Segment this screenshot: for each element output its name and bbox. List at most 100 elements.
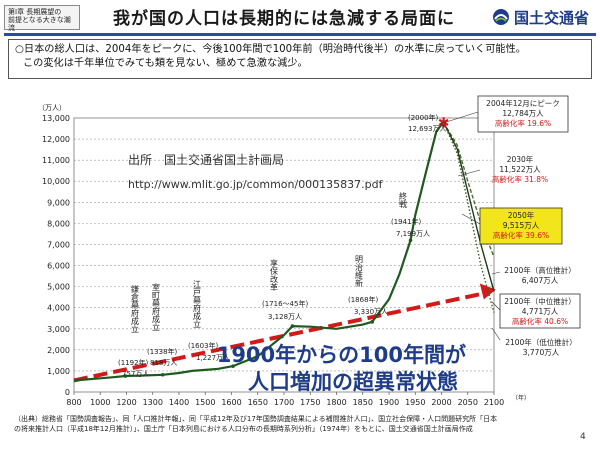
y-tick-label: 2,000 [47,346,70,355]
plot-area [73,117,495,393]
event-label-kamakura: 倉 [131,292,139,302]
value-label-kamakura: 757万人 [122,370,149,378]
x-tick-label: 800 [66,398,81,407]
event-label-meiji: 維 [355,270,363,280]
chapter-line2: 前提となる大きな潮流 [8,16,71,32]
callout-title-c2050: 2050年 [508,210,535,220]
x-tick-label: 1500 [195,398,215,407]
footer-source: （出典）総務省「国勢調査報告」、同「人口推計年報」、同「平成12年及び17年国勢… [14,414,574,434]
peak-marker: ✱ [438,116,450,132]
summary-box: ○日本の総人口は、2004年をピークに、今後100年間で100年前（明治時代後半… [8,39,592,79]
marker-kamakura [123,374,128,378]
y-tick-label: 7,000 [47,240,70,249]
event-label-kamakura: 鎌 [131,284,139,294]
x-tick-label: 2050 [458,398,478,407]
pointer-mid [491,301,501,311]
event-label-war: 終 [399,191,407,201]
event-label-muromachi: 町 [152,291,160,300]
x-tick-label: 1900 [379,398,399,407]
event-label-kamakura: 府 [131,308,139,318]
event-label-kyoho: 改 [270,274,278,284]
event-label-war: 戦 [399,199,407,209]
event-label-meiji: 明 [355,255,363,264]
value-label-kyoho: 3,128万人 [268,313,302,321]
event-label-edo: 江 [193,280,201,289]
event-label-muromachi: 幕 [152,298,160,308]
x-tick-label: 1200 [116,398,136,407]
callout-title-peak: 2004年12月にピーク [486,98,560,108]
value-label-y2000: 12,693万人 [408,125,447,133]
callout-value-mid: 4,771万人 [522,307,559,316]
value-label-muromachi: 818万人 [150,359,177,367]
y-tick-label: 6,000 [47,262,70,271]
y-tick-label: 1,000 [47,367,70,376]
event-label-muromachi: 立 [152,322,160,332]
y-tick-label: 3,000 [47,325,70,334]
year-label-kyoho: (1716〜45年) [262,299,308,308]
value-label-war: 7,199万人 [396,230,430,238]
value-label-edo: 1,227万人 [196,354,230,362]
page-number: 4 [580,432,586,442]
x-tick-label: 1600 [221,398,241,407]
callout-aging-c2050: 高齢化率 39.6% [493,230,549,240]
x-tick-label: 1650 [248,398,268,407]
callout-box-peak [477,95,569,133]
event-label-kamakura: 幕 [131,300,139,310]
event-label-edo: 戸 [193,288,201,297]
ministry-logo: 国土交通省 [492,6,596,28]
callout-aging-peak: 高齢化率 19.6% [495,118,551,128]
x-tick-label: 1000 [90,398,110,407]
callout-value-low: 3,770万人 [523,348,560,357]
event-label-meiji: 治 [355,262,363,272]
x-tick-label: 1950 [405,398,425,407]
series-line-proj-low [442,122,495,313]
marker-kyoho [290,324,295,328]
marker-muromachi [160,372,165,377]
ministry-logo-icon [493,9,509,25]
y-tick-label: 5,000 [47,283,70,292]
pointer-low [491,327,501,341]
y-axis-unit: （万人） [38,104,66,112]
footer-line1: （出典）総務省「国勢調査報告」、同「人口推計年報」、同「平成12年及び17年国勢… [14,415,498,423]
footer-line2: の将来推計人口（平成18年12月推計）」、国土庁「日本列島における人口分布の長期… [14,425,473,433]
year-label-y2000: (2000年) [408,113,439,122]
ministry-logo-text: 国土交通省 [514,9,590,27]
event-label-muromachi: 成 [152,314,160,324]
y-tick-label: 13,000 [42,114,70,123]
event-label-kamakura: 成 [131,316,139,326]
source-url: http://www.mlit.go.jp/common/000135837.p… [128,178,384,191]
event-label-kyoho: 保 [270,266,278,276]
y-tick-label: 0 [65,388,70,397]
callout-value-c2030: 11,522万人 [499,165,541,174]
x-tick-label: 1850 [353,398,373,407]
year-label-edo: (1603年) [188,341,219,350]
title-rule [4,33,596,36]
marker-meiji [370,320,375,324]
year-label-kamakura: (1192年) [118,358,149,367]
y-tick-label: 12,000 [42,135,70,144]
y-tick-label: 8,000 [47,219,70,228]
trend-arrow-line [73,291,485,383]
x-tick-label: 2100 [484,398,504,407]
x-tick-label: 1800 [326,398,346,407]
summary-line1: ○日本の総人口は、2004年をピークに、今後100年間で100年前（明治時代後半… [15,44,526,55]
x-tick-label: 1750 [300,398,320,407]
x-tick-label: 1300 [143,398,163,407]
x-tick-label: 1700 [274,398,294,407]
y-tick-label: 9,000 [47,198,70,207]
chapter-line1: 第Ⅰ章 長期展望の [8,8,62,16]
callout-title-low: 2100年（低位推計） [505,337,577,347]
series-line-proj-mid [442,122,495,292]
pointer-2030 [457,169,481,177]
callout-value-c2050: 9,515万人 [503,221,540,230]
event-label-edo: 府 [193,303,201,313]
year-label-meiji: (1868年) [348,295,379,304]
callout-box-mid [499,293,581,329]
pointer-high [491,271,501,275]
callout-title-high: 2100年（高位推計） [504,265,576,275]
value-label-meiji: 3,330万人 [354,308,388,316]
pointer-peak [439,111,479,125]
callout-aging-mid: 高齢化率 40.6% [512,316,568,326]
event-label-muromachi: 府 [152,306,160,316]
